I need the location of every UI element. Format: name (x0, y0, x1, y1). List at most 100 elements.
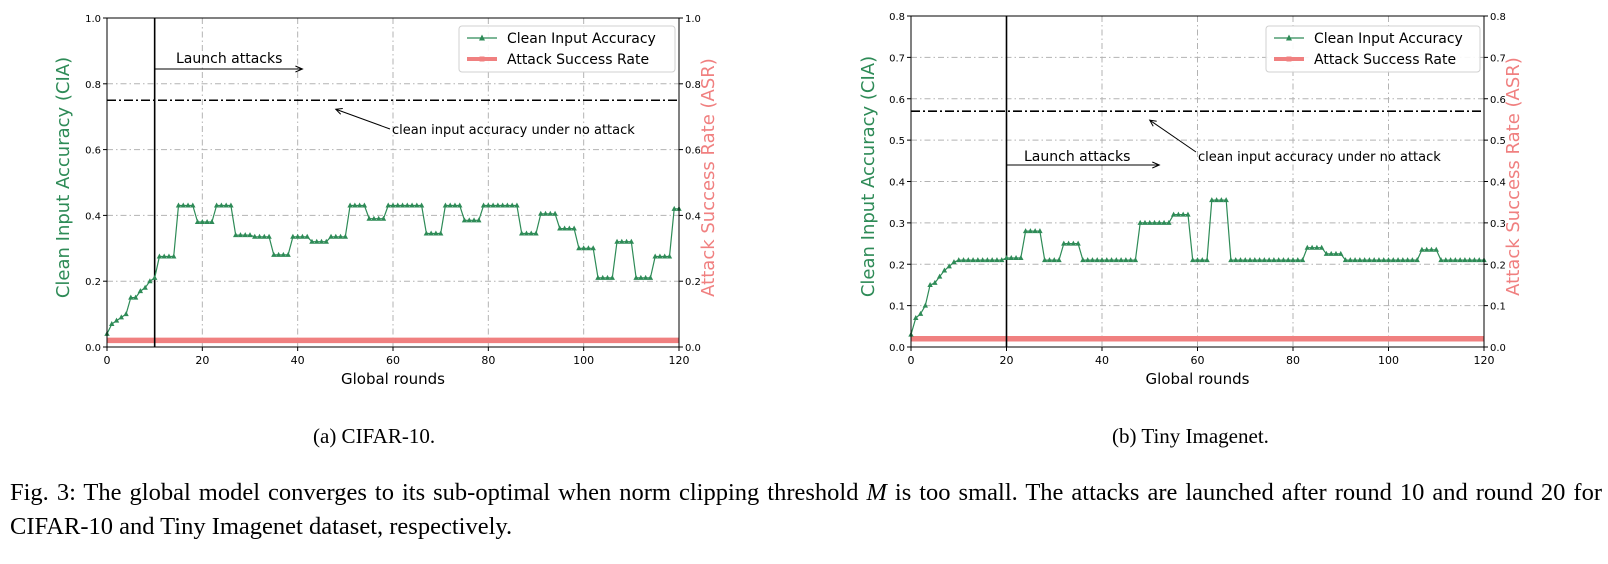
cia-point (984, 257, 991, 263)
x-tick-label: 60 (1191, 354, 1205, 367)
figure-caption-math: M (866, 479, 887, 506)
cia-point (299, 233, 306, 239)
cia-point (662, 253, 668, 259)
cia-point (1132, 257, 1139, 263)
y-tick-label: 0.0 (85, 343, 101, 354)
legend-cia-marker (479, 34, 485, 41)
cia-point (917, 310, 924, 316)
cia-point (927, 281, 933, 287)
cia-point (271, 251, 277, 257)
cia-point (156, 253, 163, 259)
x-tick-label: 0 (104, 354, 111, 367)
cia-point (309, 238, 315, 244)
cia-point (461, 217, 468, 223)
y-tick-label: 0.2 (85, 277, 101, 288)
y2-tick-label: 0.6 (685, 146, 701, 157)
cia-point (633, 274, 639, 280)
cia-point (1151, 219, 1158, 225)
y-tick-label: 0.8 (85, 80, 101, 91)
cia-point (1424, 246, 1430, 252)
x-tick-label: 40 (1095, 354, 1109, 367)
cia-point (318, 238, 325, 244)
cia-point (1194, 257, 1201, 263)
cia-point (552, 210, 558, 216)
cia-point (1299, 257, 1306, 263)
cia-point (975, 257, 981, 263)
y2-tick-label: 0.6 (1490, 95, 1506, 106)
y-tick-label: 1.0 (85, 14, 101, 25)
cia-point (1381, 257, 1387, 263)
cia-point (290, 233, 296, 239)
cia-point (342, 233, 349, 239)
cia-point (213, 202, 220, 208)
y-tick-label: 0.7 (889, 53, 905, 64)
y2-tick-label: 1.0 (685, 14, 701, 25)
y2-tick-label: 0.1 (1490, 302, 1506, 313)
cia-point (1371, 257, 1377, 263)
legend-cia-label: Clean Input Accuracy (507, 31, 656, 47)
cia-point (514, 202, 520, 208)
cia-point (1099, 257, 1105, 263)
reference-line-label: clean input accuracy under no attack (1198, 150, 1441, 165)
legend-cia-marker (1286, 34, 1292, 41)
cia-point (1170, 211, 1177, 217)
cia-point (204, 218, 210, 224)
cia-point (561, 225, 568, 231)
cia-point (123, 311, 129, 317)
cia-point (457, 202, 463, 208)
x-tick-label: 80 (1286, 354, 1300, 367)
legend-asr-marker (1286, 56, 1292, 62)
cia-point (557, 225, 563, 231)
cia-point (671, 205, 677, 211)
cia-point (1223, 197, 1229, 203)
cia-point (137, 288, 144, 294)
legend-asr-label: Attack Success Rate (1314, 52, 1456, 68)
cia-point (1242, 257, 1248, 263)
cia-point (252, 233, 258, 239)
cia-point (1409, 257, 1416, 263)
cia-point (1361, 257, 1368, 263)
x-tick-label: 40 (291, 354, 305, 367)
cia-point (979, 257, 986, 263)
cia-point (1266, 257, 1272, 263)
y2-tick-label: 0.5 (1490, 136, 1506, 147)
cia-point (1142, 219, 1148, 225)
y2-tick-label: 0.7 (1490, 53, 1506, 64)
grid (107, 18, 679, 347)
y2-tick-label: 0.2 (1490, 260, 1506, 271)
cia-point (965, 257, 971, 263)
x-axis-label: Global rounds (1146, 370, 1250, 388)
cia-point (1008, 255, 1014, 261)
cia-point (1032, 228, 1038, 234)
cia-point (1065, 240, 1072, 246)
cia-point (1352, 257, 1358, 263)
cia-point (590, 245, 596, 251)
cia-point (142, 284, 148, 290)
y2-tick-label: 0.4 (1490, 178, 1506, 189)
cia-point (1137, 219, 1143, 225)
cia-point (242, 232, 248, 238)
cia-point (1290, 257, 1296, 263)
subcaption-a: (a) CIFAR-10. (313, 424, 436, 448)
x-tick-label: 0 (908, 354, 915, 367)
cia-point (428, 230, 434, 236)
cia-point (1084, 257, 1091, 263)
cia-point (936, 273, 943, 279)
cia-point (495, 202, 501, 208)
cia-point (913, 315, 919, 321)
cia-point (109, 320, 115, 326)
cia-point (1123, 257, 1129, 263)
cia-point (261, 233, 267, 239)
cia-markers (104, 202, 682, 336)
cia-point (209, 218, 215, 224)
cia-point (256, 233, 263, 239)
cia-point (480, 202, 487, 208)
cia-point (946, 263, 952, 269)
cia-point (1443, 257, 1449, 263)
cia-point (566, 225, 573, 231)
cia-point (333, 233, 339, 239)
cia-point (1333, 250, 1339, 256)
cia-point (504, 202, 511, 208)
cia-point (1447, 257, 1454, 263)
cia-point (956, 257, 962, 263)
